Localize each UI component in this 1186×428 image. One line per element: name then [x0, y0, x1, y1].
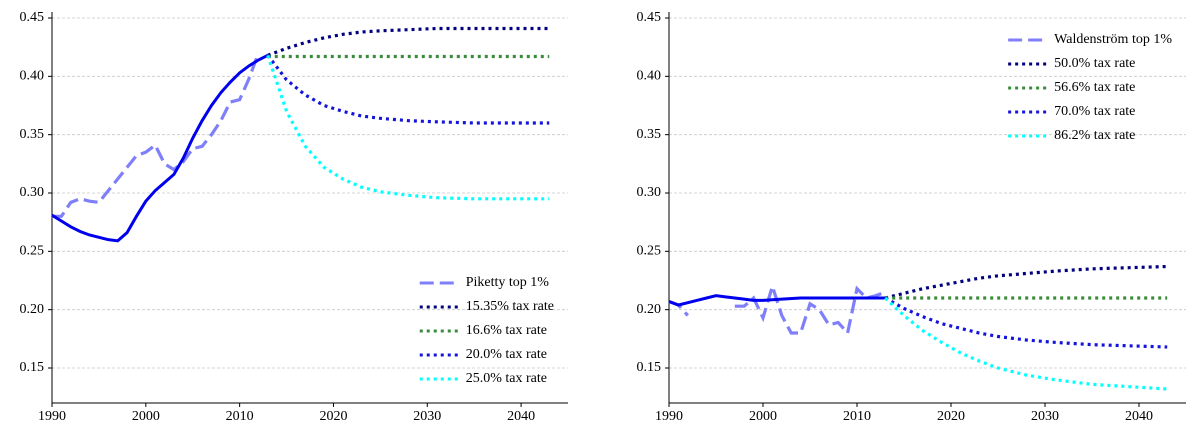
x-tick-label: 2040 — [507, 409, 535, 424]
series-line — [884, 296, 1168, 349]
x-tick-label: 2000 — [749, 409, 777, 424]
legend-label: 86.2% tax rate — [1054, 128, 1135, 143]
x-tick-label: 2030 — [413, 409, 441, 424]
y-tick-label: 0.20 — [20, 302, 45, 317]
legend-label: Piketty top 1% — [466, 275, 550, 290]
y-tick-label: 0.45 — [20, 10, 45, 25]
y-tick-label: 0.35 — [637, 127, 662, 142]
legend-label: 56.6% tax rate — [1054, 80, 1135, 95]
x-tick-label: 1990 — [655, 409, 683, 424]
legend-label: 15.35% tax rate — [466, 299, 554, 314]
legend-label: 25.0% tax rate — [466, 371, 547, 386]
series-line — [266, 54, 550, 201]
series-line — [884, 296, 1168, 391]
legend-label: Waldenström top 1% — [1054, 32, 1172, 47]
y-tick-label: 0.30 — [637, 185, 662, 200]
y-tick-label: 0.45 — [637, 10, 662, 25]
y-tick-label: 0.35 — [20, 127, 45, 142]
legend-label: 20.0% tax rate — [466, 347, 547, 362]
series-line — [884, 264, 1168, 300]
series-line — [266, 54, 550, 125]
x-tick-label: 2030 — [1031, 409, 1059, 424]
y-tick-label: 0.40 — [637, 69, 662, 84]
y-tick-label: 0.25 — [637, 244, 662, 259]
y-tick-label: 0.40 — [20, 69, 45, 84]
series-line — [668, 294, 886, 307]
series-line — [267, 26, 550, 57]
x-tick-label: 2040 — [1125, 409, 1153, 424]
y-tick-label: 0.15 — [20, 360, 45, 375]
x-tick-label: 2020 — [937, 409, 965, 424]
legend-label: 70.0% tax rate — [1054, 104, 1135, 119]
y-tick-label: 0.20 — [637, 302, 662, 317]
x-tick-label: 2020 — [319, 409, 347, 424]
y-tick-label: 0.30 — [20, 185, 45, 200]
legend-label: 50.0% tax rate — [1054, 56, 1135, 71]
y-tick-label: 0.25 — [20, 244, 45, 259]
x-tick-label: 2010 — [843, 409, 871, 424]
series-line — [52, 52, 260, 218]
series-line — [51, 53, 269, 243]
panel: 0.15 0.20 0.25 0.30 0.35 0.40 0.45 1990 2000 2010… — [637, 10, 1186, 424]
y-tick-label: 0.15 — [637, 360, 662, 375]
legend-label: 16.6% tax rate — [466, 323, 547, 338]
x-tick-label: 2000 — [132, 409, 160, 424]
x-tick-label: 1990 — [38, 409, 66, 424]
x-tick-label: 2010 — [226, 409, 254, 424]
panel: 0.15 0.20 0.25 0.30 0.35 0.40 0.45 1990 2000 2010… — [20, 10, 568, 424]
